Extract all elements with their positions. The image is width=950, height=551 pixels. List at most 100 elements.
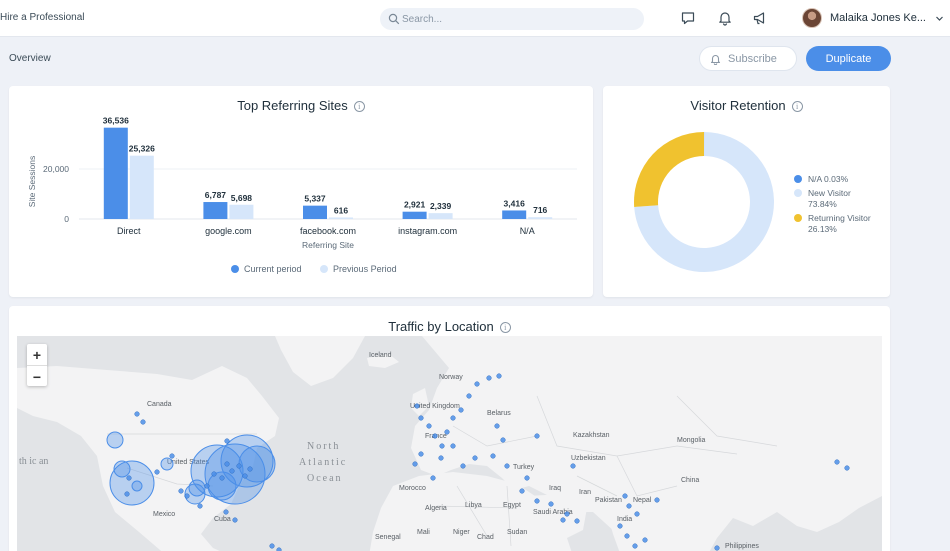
legend-dot [794,175,802,183]
card-title: Top Referring Sites i [9,98,593,113]
traffic-marker [432,433,438,439]
referring-bar-chart: 0 20,000 Site Sessions 36,536 25,326 Direct 6,… [27,116,577,250]
land-greenland [275,336,365,386]
map-label: Mali [417,529,430,536]
ocean-label: North Atlantic Ocean [299,441,347,484]
legend-item[interactable]: New Visitor 73.84% [794,188,874,210]
x-tick-label: instagram.com [398,226,457,236]
map-label: United States [167,459,210,466]
traffic-marker [624,533,630,539]
traffic-marker [642,537,648,543]
legend-current[interactable]: Current period [231,264,302,274]
map-title: Traffic by Location [388,319,494,334]
legend-label: New Visitor 73.84% [808,188,851,209]
traffic-marker [617,523,623,529]
chart-title: Visitor Retention [690,98,786,113]
map-label: Canada [147,401,172,408]
info-icon[interactable]: i [499,322,511,333]
traffic-marker [714,545,720,551]
info-icon[interactable]: i [791,101,803,112]
top-bar: Hire a Professional Malaika Jones Ke... [0,0,950,37]
bar-value-label: 25,326 [129,144,155,154]
map-label: Iran [579,489,591,496]
traffic-marker [232,517,238,523]
donut-slice [634,132,704,207]
svg-text:Atlantic: Atlantic [299,457,347,468]
search-box[interactable] [380,8,644,30]
map-label: Cuba [214,516,231,523]
legend-item[interactable]: Returning Visitor 26.13% [794,213,874,235]
map-label: Mexico [153,511,175,518]
world-map[interactable]: Iceland Norway Canada United Kingdom Bel… [17,336,882,551]
legend-label: Previous Period [333,264,397,274]
traffic-marker [229,468,235,474]
map-label: Nepal [633,497,652,504]
x-tick-label: google.com [205,226,252,236]
bar-previous [428,213,453,219]
traffic-bubble [131,480,143,492]
land-arabia [527,494,587,542]
zoom-in-button[interactable]: + [27,344,47,365]
traffic-bubble [204,443,266,505]
bar-current [103,127,128,219]
subscribe-button[interactable]: Subscribe [699,46,797,71]
traffic-marker [418,415,424,421]
traffic-marker [412,461,418,467]
megaphone-icon[interactable] [752,10,768,26]
traffic-marker [184,493,190,499]
traffic-marker [472,455,478,461]
brand-label[interactable]: Hire a Professional [0,12,85,23]
traffic-marker [564,511,570,517]
traffic-marker [474,381,480,387]
duplicate-button[interactable]: Duplicate [806,46,891,71]
traffic-marker [626,503,632,509]
y-axis-label: Site Sessions [27,156,37,208]
bar-current [303,205,327,219]
traffic-marker [224,438,230,444]
ocean-label-left: th ic an [19,456,48,467]
traffic-marker [496,373,502,379]
traffic-marker [570,463,576,469]
land-eurasia [411,336,882,551]
user-menu[interactable]: Malaika Jones Ke... [802,8,948,30]
retention-donut-chart [634,131,775,272]
y-tick-label: 0 [64,214,69,224]
traffic-marker [490,453,496,459]
traffic-marker [560,517,566,523]
map-label: Morocco [399,485,426,492]
zoom-out-button[interactable]: − [27,366,47,387]
traffic-marker [169,453,175,459]
traffic-marker [466,393,472,399]
x-tick-label: Direct [117,226,141,236]
legend-item[interactable]: N/A 0.03% [794,174,874,185]
map-label: Turkey [513,464,535,471]
traffic-marker [140,419,146,425]
search-input[interactable] [402,11,632,27]
map-label: Saudi Arabia [533,509,573,516]
legend-label: N/A 0.03% [808,174,849,184]
bar-previous [528,217,553,219]
traffic-marker [450,443,456,449]
map-label: India [617,516,632,523]
map-label: China [681,477,699,484]
legend-dot [231,265,239,273]
traffic-marker [494,423,500,429]
traffic-marker [197,503,203,509]
traffic-marker [834,459,840,465]
subscribe-label: Subscribe [728,52,777,65]
traffic-marker [439,443,445,449]
traffic-bubbles [106,373,850,551]
traffic-marker [504,463,510,469]
map-label: Libya [465,502,482,509]
traffic-marker [622,493,628,499]
traffic-marker [458,407,464,413]
user-name: Malaika Jones Ke... [830,12,926,24]
bell-icon[interactable] [717,10,733,26]
map-label: Belarus [487,410,511,417]
info-icon[interactable]: i [353,101,365,112]
map-label: Uzbekistan [571,455,606,462]
traffic-marker [460,463,466,469]
legend-previous[interactable]: Previous Period [320,264,397,274]
traffic-marker [500,437,506,443]
chat-icon[interactable] [680,10,696,26]
